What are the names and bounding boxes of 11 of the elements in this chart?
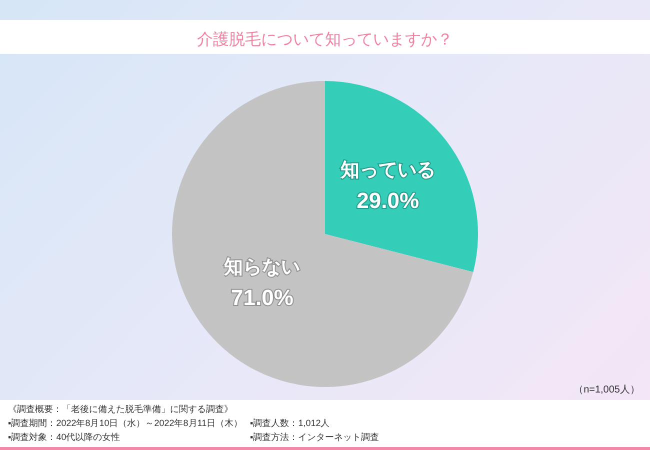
- chart-title: 介護脱毛について知っていますか？: [197, 30, 453, 48]
- text: ▪調査対象：40代以降の女性: [8, 432, 120, 442]
- text: 《調査概要：「老後に備えた脱毛準備」に関する調査》: [8, 404, 233, 414]
- text: ▪調査人数：1,012人: [250, 418, 330, 428]
- data-label: 71.0%: [230, 285, 294, 310]
- slice-label: 知らない: [223, 257, 300, 278]
- text: ▪調査方法：インターネット調査: [250, 432, 380, 442]
- text: ▪調査期間：2022年8月10日（水）～2022年8月11日（木）: [8, 418, 243, 428]
- text: （n=1,005人）: [574, 384, 640, 396]
- data-label: 29.0%: [356, 188, 420, 213]
- slice-label: 知っている: [339, 160, 436, 181]
